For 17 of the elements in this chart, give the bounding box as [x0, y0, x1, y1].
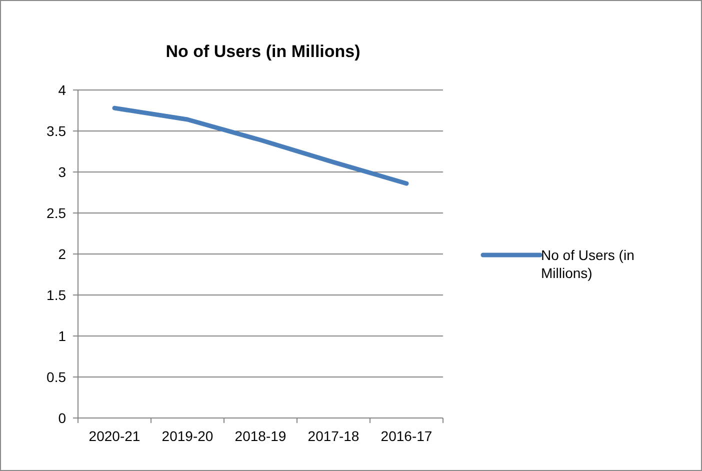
chart-title: No of Users (in Millions)	[166, 42, 360, 61]
x-tick-label: 2018-19	[234, 428, 286, 444]
legend-label: No of Users (in Millions)	[541, 246, 634, 282]
x-tick-label: 2016-17	[380, 428, 432, 444]
y-tick-label: 3	[58, 164, 66, 180]
y-tick-label: 0	[58, 410, 66, 426]
x-tick-label: 2017-18	[308, 428, 360, 444]
y-tick-label: 1.5	[46, 286, 66, 303]
y-tick-label: 2.5	[46, 204, 66, 221]
y-tick-label: 0.5	[46, 368, 66, 385]
y-tick-label: 2	[58, 246, 66, 262]
x-tick-label: 2020-21	[88, 428, 140, 444]
x-tick-label: 2019-20	[162, 428, 214, 444]
line-series	[112, 106, 409, 186]
y-tick-label: 4	[58, 82, 66, 98]
y-tick-label: 1	[58, 328, 66, 344]
y-tick-label: 3.5	[46, 122, 66, 139]
